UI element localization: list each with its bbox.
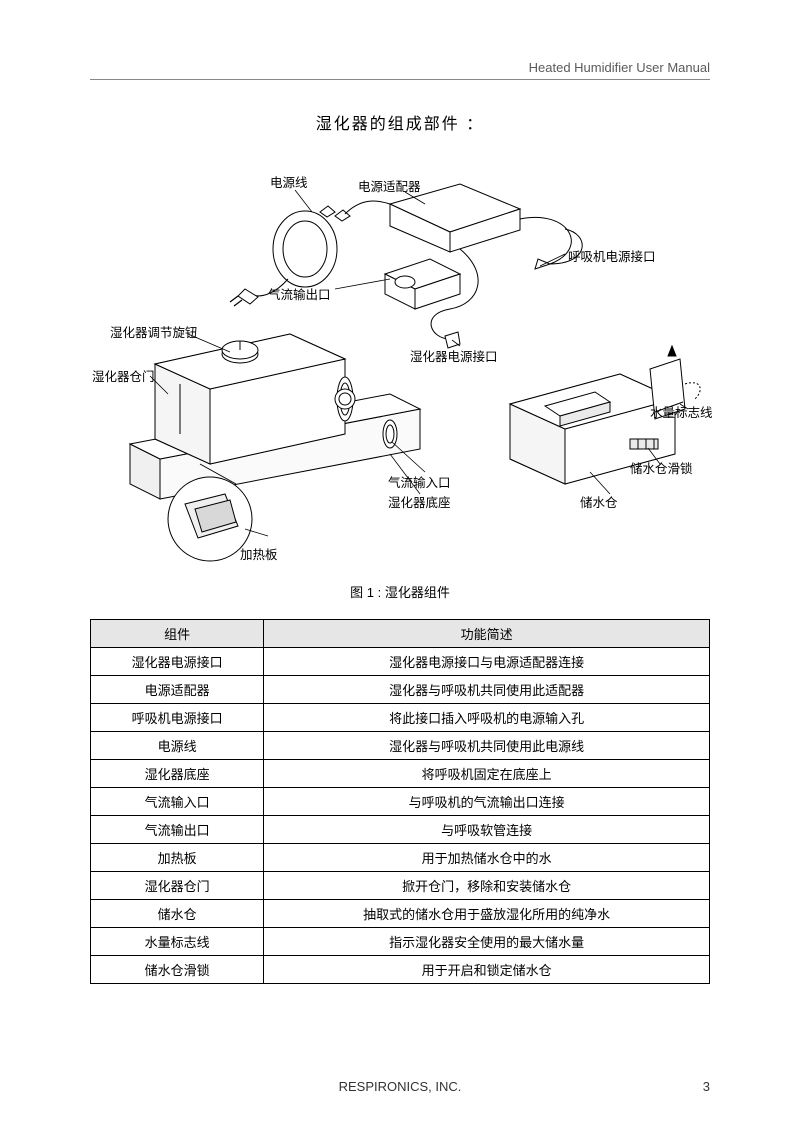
table-row: 气流输出口与呼吸软管连接 bbox=[91, 816, 710, 844]
label-ventilator-power-port: 呼吸机电源接口 bbox=[568, 246, 656, 265]
table-row: 储水仓抽取式的储水仓用于盛放湿化所用的纯净水 bbox=[91, 900, 710, 928]
cell-component: 电源适配器 bbox=[91, 676, 264, 704]
footer-company: RESPIRONICS, INC. bbox=[90, 1079, 710, 1094]
cell-description: 将呼吸机固定在底座上 bbox=[264, 760, 710, 788]
components-diagram: 电源线 电源适配器 呼吸机电源接口 气流输出口 湿化器调节旋钮 湿化器仓门 湿化… bbox=[90, 154, 710, 574]
header-text: Heated Humidifier User Manual bbox=[529, 60, 710, 75]
table-row: 加热板用于加热储水仓中的水 bbox=[91, 844, 710, 872]
label-base: 湿化器底座 bbox=[388, 492, 451, 511]
cell-description: 用于加热储水仓中的水 bbox=[264, 844, 710, 872]
figure-caption: 图 1 : 湿化器组件 bbox=[90, 582, 710, 601]
table-row: 电源线湿化器与呼吸机共同使用此电源线 bbox=[91, 732, 710, 760]
label-humidifier-power-port: 湿化器电源接口 bbox=[410, 346, 498, 365]
table-row: 水量标志线指示湿化器安全使用的最大储水量 bbox=[91, 928, 710, 956]
cell-description: 抽取式的储水仓用于盛放湿化所用的纯净水 bbox=[264, 900, 710, 928]
table-row: 湿化器仓门掀开仓门，移除和安装储水仓 bbox=[91, 872, 710, 900]
label-adjustment-knob: 湿化器调节旋钮 bbox=[110, 322, 198, 341]
cell-component: 储水仓滑锁 bbox=[91, 956, 264, 984]
table-header-row: 组件 功能简述 bbox=[91, 620, 710, 648]
cell-description: 将此接口插入呼吸机的电源输入孔 bbox=[264, 704, 710, 732]
label-power-cord: 电源线 bbox=[270, 172, 308, 191]
cell-description: 掀开仓门，移除和安装储水仓 bbox=[264, 872, 710, 900]
label-heater-plate: 加热板 bbox=[240, 544, 278, 563]
table-row: 湿化器底座将呼吸机固定在底座上 bbox=[91, 760, 710, 788]
cell-description: 与呼吸机的气流输出口连接 bbox=[264, 788, 710, 816]
label-water-line: 水量标志线 bbox=[650, 402, 713, 421]
cell-description: 湿化器电源接口与电源适配器连接 bbox=[264, 648, 710, 676]
cell-description: 与呼吸软管连接 bbox=[264, 816, 710, 844]
cell-component: 气流输入口 bbox=[91, 788, 264, 816]
cell-component: 湿化器电源接口 bbox=[91, 648, 264, 676]
page-title: 湿化器的组成部件 ： bbox=[90, 110, 710, 134]
table-row: 湿化器电源接口湿化器电源接口与电源适配器连接 bbox=[91, 648, 710, 676]
label-reservoir: 储水仓 bbox=[580, 492, 618, 511]
cell-component: 气流输出口 bbox=[91, 816, 264, 844]
table-row: 气流输入口与呼吸机的气流输出口连接 bbox=[91, 788, 710, 816]
cell-component: 电源线 bbox=[91, 732, 264, 760]
cell-component: 储水仓 bbox=[91, 900, 264, 928]
cell-description: 湿化器与呼吸机共同使用此电源线 bbox=[264, 732, 710, 760]
table-row: 储水仓滑锁用于开启和锁定储水仓 bbox=[91, 956, 710, 984]
label-door: 湿化器仓门 bbox=[92, 366, 155, 385]
label-airflow-outlet: 气流输出口 bbox=[268, 284, 331, 303]
cell-component: 呼吸机电源接口 bbox=[91, 704, 264, 732]
table-header-component: 组件 bbox=[91, 620, 264, 648]
page-footer: RESPIRONICS, INC. 3 bbox=[90, 1079, 710, 1094]
cell-description: 用于开启和锁定储水仓 bbox=[264, 956, 710, 984]
cell-component: 水量标志线 bbox=[91, 928, 264, 956]
label-airflow-inlet: 气流输入口 bbox=[388, 472, 451, 491]
diagram-svg bbox=[90, 154, 710, 574]
table-row: 呼吸机电源接口将此接口插入呼吸机的电源输入孔 bbox=[91, 704, 710, 732]
footer-page-number: 3 bbox=[703, 1079, 710, 1094]
cell-description: 指示湿化器安全使用的最大储水量 bbox=[264, 928, 710, 956]
label-power-adapter: 电源适配器 bbox=[358, 176, 421, 195]
table-row: 电源适配器湿化器与呼吸机共同使用此适配器 bbox=[91, 676, 710, 704]
components-table: 组件 功能简述 湿化器电源接口湿化器电源接口与电源适配器连接电源适配器湿化器与呼… bbox=[90, 619, 710, 984]
document-page: Heated Humidifier User Manual 湿化器的组成部件 ： bbox=[0, 0, 800, 1129]
page-header: Heated Humidifier User Manual bbox=[90, 60, 710, 80]
table-body: 湿化器电源接口湿化器电源接口与电源适配器连接电源适配器湿化器与呼吸机共同使用此适… bbox=[91, 648, 710, 984]
label-reservoir-lock: 储水仓滑锁 bbox=[630, 458, 693, 477]
table-header-description: 功能简述 bbox=[264, 620, 710, 648]
cell-component: 加热板 bbox=[91, 844, 264, 872]
cell-component: 湿化器仓门 bbox=[91, 872, 264, 900]
cell-description: 湿化器与呼吸机共同使用此适配器 bbox=[264, 676, 710, 704]
cell-component: 湿化器底座 bbox=[91, 760, 264, 788]
